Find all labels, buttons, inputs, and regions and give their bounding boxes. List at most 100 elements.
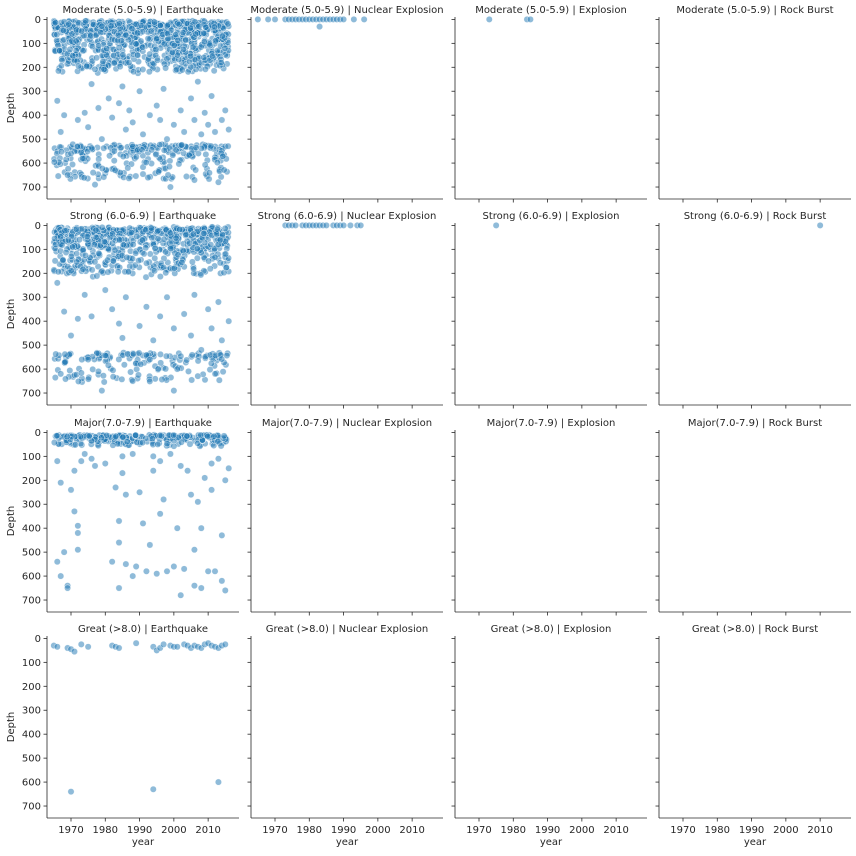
- scatter-point: [156, 457, 164, 465]
- facet-panel: Moderate (5.0-5.9) | Earthquake 0 100 200 30…: [6, 5, 239, 203]
- scatter-point: [94, 263, 102, 270]
- scatter-point: [170, 264, 178, 272]
- x-tick-label: 2010: [807, 825, 832, 836]
- scatter-point: [68, 30, 76, 38]
- scatter-point: [166, 157, 174, 165]
- scatter-point: [205, 169, 213, 177]
- scatter-point: [183, 356, 191, 364]
- scatter-point: [190, 582, 198, 590]
- facet-panel: Strong (6.0-6.9) | Explosion: [451, 211, 647, 409]
- y-tick-label: 500: [22, 135, 41, 146]
- scatter-point: [187, 491, 195, 499]
- scatter-point: [218, 577, 226, 585]
- y-tick-label: 700: [22, 183, 41, 194]
- scatter-point: [99, 372, 107, 380]
- scatter-point: [340, 15, 348, 23]
- facet-title: Major(7.0-7.9) | Explosion: [487, 418, 616, 429]
- scatter-point: [156, 21, 164, 29]
- scatter-point: [129, 241, 137, 248]
- scatter-point: [125, 174, 133, 182]
- x-tick-label: 1990: [535, 825, 560, 836]
- scatter-point: [144, 174, 152, 182]
- scatter-point: [79, 155, 87, 163]
- scatter-point: [118, 469, 126, 477]
- scatter-point: [70, 467, 78, 475]
- scatter-point: [62, 375, 69, 383]
- scatter-point: [110, 157, 118, 165]
- y-tick-label: 100: [22, 452, 41, 463]
- scatter-point: [78, 27, 86, 35]
- scatter-point: [129, 450, 137, 458]
- scatter-point: [180, 310, 188, 318]
- scatter-point: [138, 146, 146, 154]
- scatter-point: [169, 151, 177, 159]
- scatter-point: [146, 111, 154, 119]
- scatter-point: [99, 58, 107, 65]
- scatter-point: [75, 377, 82, 385]
- scatter-point: [115, 44, 123, 52]
- scatter-point: [127, 229, 135, 236]
- scatter-point: [173, 365, 181, 373]
- scatter-point: [93, 54, 101, 62]
- x-axis-label: year: [132, 837, 155, 848]
- scatter-point: [60, 111, 68, 119]
- scatter-point: [192, 144, 200, 152]
- scatter-point: [98, 434, 105, 442]
- scatter-point: [132, 20, 140, 28]
- scatter-point: [74, 546, 82, 554]
- scatter-point: [57, 62, 65, 70]
- scatter-point: [123, 438, 131, 446]
- scatter-point: [89, 365, 97, 373]
- scatter-point: [180, 565, 188, 573]
- scatter-point: [81, 251, 89, 259]
- scatter-point: [122, 491, 130, 499]
- scatter-point: [214, 778, 222, 786]
- scatter-point: [186, 225, 194, 233]
- facet-panel: Great (>8.0) | Nuclear Explosion 1970 1980…: [247, 624, 443, 848]
- scatter-point: [202, 150, 210, 158]
- scatter-point: [177, 106, 185, 114]
- scatter-point: [271, 15, 279, 23]
- scatter-point: [316, 23, 324, 31]
- scatter-point: [220, 166, 228, 174]
- scatter-point: [177, 591, 185, 599]
- scatter-point: [60, 308, 68, 316]
- scatter-point: [115, 539, 123, 547]
- scatter-point: [217, 442, 225, 450]
- scatter-point: [163, 135, 171, 143]
- scatter-point: [142, 303, 150, 311]
- facet-title: Major(7.0-7.9) | Rock Burst: [688, 418, 822, 429]
- scatter-point: [173, 643, 181, 651]
- scatter-point: [114, 31, 122, 39]
- scatter-point: [192, 30, 200, 38]
- scatter-point: [170, 41, 178, 49]
- scatter-point: [221, 476, 229, 484]
- scatter-point: [75, 62, 82, 70]
- scatter-point: [74, 143, 81, 151]
- scatter-point: [192, 166, 200, 174]
- scatter-point: [118, 334, 126, 342]
- scatter-point: [187, 94, 195, 102]
- scatter-point: [129, 118, 137, 126]
- scatter-point: [88, 312, 96, 320]
- scatter-point: [346, 221, 354, 229]
- scatter-point: [167, 245, 175, 253]
- y-tick-label: 200: [22, 63, 41, 74]
- scatter-point: [149, 785, 157, 793]
- x-tick-label: 2000: [773, 825, 798, 836]
- scatter-point: [109, 257, 117, 265]
- scatter-point: [213, 225, 221, 233]
- scatter-point: [50, 158, 58, 166]
- scatter-point: [91, 258, 99, 266]
- scatter-point: [166, 450, 174, 458]
- scatter-point: [109, 441, 117, 449]
- scatter-point: [95, 42, 103, 50]
- scatter-point: [122, 560, 130, 568]
- scatter-point: [172, 146, 180, 154]
- scatter-point: [357, 221, 365, 229]
- scatter-point: [360, 15, 368, 23]
- scatter-point: [154, 365, 162, 373]
- scatter-point: [191, 18, 199, 26]
- scatter-point: [94, 104, 102, 112]
- scatter-point: [64, 171, 72, 179]
